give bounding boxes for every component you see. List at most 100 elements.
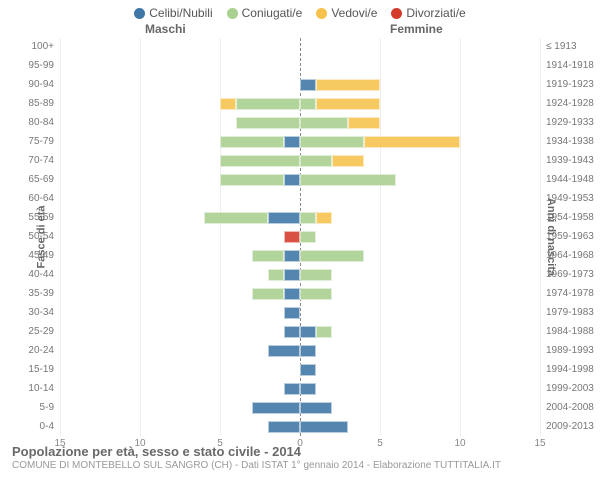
age-row: 100+≤ 1913 — [60, 39, 540, 55]
legend-swatch — [227, 8, 238, 19]
gender-headers: Maschi Femmine — [0, 22, 600, 38]
age-row: 10-141999-2003 — [60, 381, 540, 397]
x-tick: 5 — [377, 438, 383, 449]
age-row: 45-491964-1968 — [60, 248, 540, 264]
year-label: 1924-1928 — [540, 96, 594, 112]
age-row: 60-641949-1953 — [60, 191, 540, 207]
bar-segment-male — [220, 136, 284, 148]
year-label: 1919-1923 — [540, 77, 594, 93]
age-row: 70-741939-1943 — [60, 153, 540, 169]
age-label: 80-84 — [28, 115, 60, 131]
age-label: 50-54 — [28, 229, 60, 245]
bar-segment-male — [220, 174, 284, 186]
bar-segment-female — [300, 117, 348, 129]
bar-segment-male — [236, 98, 300, 110]
legend-label: Coniugati/e — [242, 6, 303, 20]
bar-segment-female — [300, 212, 316, 224]
age-row: 20-241989-1993 — [60, 343, 540, 359]
age-row: 85-891924-1928 — [60, 96, 540, 112]
legend-item: Coniugati/e — [227, 6, 303, 20]
age-row: 0-42009-2013 — [60, 419, 540, 435]
year-label: 1914-1918 — [540, 58, 594, 74]
year-label: 2004-2008 — [540, 400, 594, 416]
age-row: 90-941919-1923 — [60, 77, 540, 93]
age-label: 10-14 — [28, 381, 60, 397]
bar-segment-female — [300, 250, 364, 262]
year-label: 1974-1978 — [540, 286, 594, 302]
age-row: 75-791934-1938 — [60, 134, 540, 150]
age-label: 90-94 — [28, 77, 60, 93]
bar-segment-female — [300, 288, 332, 300]
legend-swatch — [391, 8, 402, 19]
age-label: 30-34 — [28, 305, 60, 321]
bar-segment-female — [348, 117, 380, 129]
bar-segment-female — [364, 136, 460, 148]
bar-segment-male — [252, 402, 300, 414]
year-label: 1959-1963 — [540, 229, 594, 245]
bar-segment-female — [300, 383, 316, 395]
year-label: 1949-1953 — [540, 191, 594, 207]
age-label: 70-74 — [28, 153, 60, 169]
year-label: 2009-2013 — [540, 419, 594, 435]
age-label: 60-64 — [28, 191, 60, 207]
bar-segment-female — [300, 79, 316, 91]
chart-subtitle: COMUNE DI MONTEBELLO SUL SANGRO (CH) - D… — [12, 460, 588, 471]
age-label: 65-69 — [28, 172, 60, 188]
legend-label: Vedovi/e — [331, 6, 377, 20]
bar-segment-male — [284, 269, 300, 281]
x-tick: 0 — [297, 438, 303, 449]
age-label: 20-24 — [28, 343, 60, 359]
bar-segment-female — [316, 98, 380, 110]
age-row: 35-391974-1978 — [60, 286, 540, 302]
bar-segment-male — [236, 117, 300, 129]
year-label: 1964-1968 — [540, 248, 594, 264]
bar-segment-female — [300, 326, 316, 338]
bar-segment-male — [268, 421, 300, 433]
header-female: Femmine — [390, 22, 443, 36]
bar-segment-female — [316, 79, 380, 91]
age-row: 50-541959-1963 — [60, 229, 540, 245]
bar-segment-male — [204, 212, 268, 224]
age-row: 30-341979-1983 — [60, 305, 540, 321]
age-row: 95-991914-1918 — [60, 58, 540, 74]
year-label: 1929-1933 — [540, 115, 594, 131]
year-label: 1994-1998 — [540, 362, 594, 378]
bar-segment-female — [332, 155, 364, 167]
bar-segment-male — [252, 288, 284, 300]
legend-item: Divorziati/e — [391, 6, 465, 20]
age-row: 65-691944-1948 — [60, 172, 540, 188]
age-row: 80-841929-1933 — [60, 115, 540, 131]
legend: Celibi/NubiliConiugati/eVedovi/eDivorzia… — [0, 0, 600, 22]
bar-segment-female — [300, 364, 316, 376]
bar-segment-female — [316, 326, 332, 338]
age-label: 75-79 — [28, 134, 60, 150]
year-label: 1999-2003 — [540, 381, 594, 397]
x-tick: 10 — [134, 438, 145, 449]
year-label: 1934-1938 — [540, 134, 594, 150]
legend-swatch — [134, 8, 145, 19]
age-label: 100+ — [31, 39, 60, 55]
year-label: ≤ 1913 — [540, 39, 577, 55]
year-label: 1979-1983 — [540, 305, 594, 321]
x-tick: 5 — [217, 438, 223, 449]
year-label: 1944-1948 — [540, 172, 594, 188]
bar-segment-male — [268, 212, 300, 224]
bar-segment-male — [284, 326, 300, 338]
age-label: 35-39 — [28, 286, 60, 302]
bar-segment-female — [300, 231, 316, 243]
bar-segment-female — [316, 212, 332, 224]
bar-segment-male — [252, 250, 284, 262]
bar-segment-female — [300, 421, 348, 433]
bar-segment-female — [300, 155, 332, 167]
bar-segment-female — [300, 136, 364, 148]
bar-segment-female — [300, 402, 332, 414]
age-row: 25-291984-1988 — [60, 324, 540, 340]
age-label: 0-4 — [40, 419, 60, 435]
age-row: 40-441969-1973 — [60, 267, 540, 283]
bar-segment-male — [284, 383, 300, 395]
age-label: 40-44 — [28, 267, 60, 283]
bar-segment-male — [284, 307, 300, 319]
age-label: 55-59 — [28, 210, 60, 226]
age-label: 95-99 — [28, 58, 60, 74]
chart-area: Fasce di età Anni di nascita 15105051015… — [60, 38, 540, 436]
